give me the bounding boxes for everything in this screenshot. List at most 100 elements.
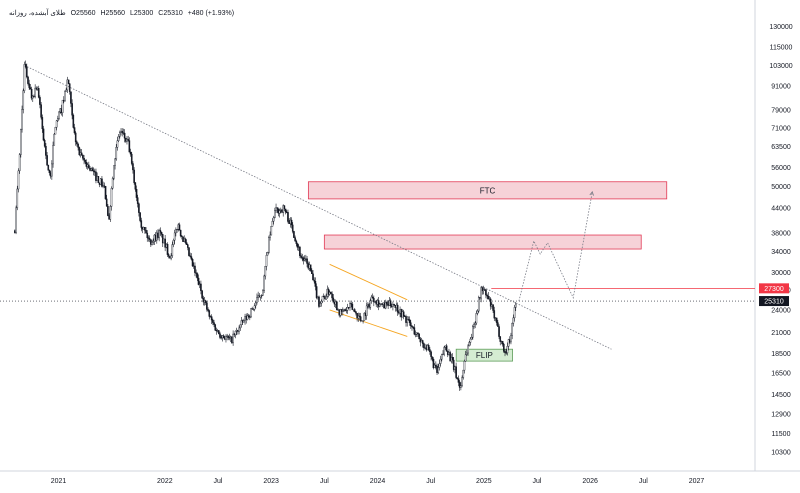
candle-body	[34, 87, 36, 97]
candle-body	[164, 238, 166, 248]
candle-body	[24, 64, 27, 68]
candle-body	[460, 385, 462, 388]
time-axis-tick-label: Jul	[533, 478, 542, 485]
candle-body	[176, 229, 178, 231]
candle-body	[325, 296, 327, 300]
candle-body	[187, 244, 189, 248]
candle-body	[464, 354, 467, 362]
candle-body	[65, 89, 67, 92]
candle-body	[171, 244, 174, 256]
candle-body	[138, 203, 140, 213]
candle-body	[158, 230, 160, 238]
candle-body	[435, 364, 437, 367]
price-axis-tick-label: 115000	[770, 44, 793, 51]
candle-body	[28, 83, 30, 88]
time-axis-tick-label: 2021	[51, 478, 67, 485]
candle-body	[213, 322, 215, 325]
candle-body	[23, 64, 26, 91]
candle-body	[219, 333, 221, 338]
price-axis-tick-label: 10300	[771, 450, 791, 457]
candle-body	[493, 310, 496, 319]
candle-body	[111, 178, 114, 189]
price-axis-tick-label: 79000	[771, 107, 791, 114]
candle-body	[373, 298, 375, 303]
price-axis[interactable]: 130000 115000 103000 91000 79000 71000 63500 56…	[769, 24, 792, 457]
candle-body	[83, 158, 85, 161]
candle-body	[412, 326, 414, 328]
candle-body	[71, 103, 73, 116]
candle-body	[370, 296, 373, 301]
candle-body	[123, 132, 126, 139]
channel-line-upper	[329, 263, 408, 301]
candle-body	[240, 320, 243, 325]
candle-body	[253, 305, 256, 310]
candle-body	[271, 221, 274, 227]
candle-body	[68, 83, 71, 92]
candle-body	[319, 303, 321, 307]
candle-body	[408, 319, 411, 323]
candle-body	[222, 335, 225, 339]
candle-body	[474, 322, 476, 325]
candle-body	[392, 303, 394, 308]
candle-body	[268, 237, 270, 253]
candle-body	[128, 140, 131, 153]
candle-body	[389, 300, 392, 307]
price-axis-tick-label: 38000	[771, 230, 791, 237]
candle-body	[353, 309, 356, 312]
candle-body	[85, 161, 88, 167]
candle-body	[504, 351, 506, 353]
candle-body	[91, 168, 94, 171]
candle-body	[45, 146, 47, 156]
candle-body	[80, 152, 83, 156]
candle-body	[31, 95, 34, 99]
candle-body	[467, 345, 469, 354]
price-tag-box	[759, 296, 789, 307]
candle-body	[200, 283, 202, 291]
candle-body	[349, 303, 351, 308]
candle-body	[299, 246, 301, 256]
candle-body	[197, 277, 200, 285]
candle-body	[503, 344, 505, 352]
trendline-top	[24, 64, 612, 350]
price-tag-label: 27300	[764, 286, 784, 293]
candle-body	[51, 163, 53, 177]
candle-body	[309, 264, 312, 271]
candle-body	[276, 207, 279, 210]
candle-body	[463, 361, 466, 371]
candle-body	[190, 256, 193, 260]
candle-body	[243, 320, 245, 323]
time-axis[interactable]: 2021 2022 Jul 2023 Jul 2024 Jul 2025 Jul 2026 Jul 2…	[51, 478, 705, 485]
candle-body	[84, 160, 87, 163]
candle-body	[396, 304, 399, 313]
ohlc-change: +480 (+1.93%)	[187, 10, 235, 17]
candle-body	[327, 288, 330, 295]
candle-body	[41, 117, 44, 130]
candle-body	[47, 165, 50, 171]
candle-body	[433, 364, 436, 369]
candle-body	[15, 207, 17, 233]
zone-label: FTC	[480, 186, 496, 195]
candle-body	[88, 164, 90, 169]
candle-body	[144, 226, 146, 231]
candle-body	[274, 210, 276, 218]
candle-body	[194, 265, 196, 273]
candle-body	[264, 266, 267, 277]
candle-body	[342, 310, 344, 312]
candle-body	[132, 163, 134, 171]
candle-body	[295, 240, 298, 244]
candle-body	[369, 300, 372, 308]
candle-body	[30, 88, 33, 99]
price-axis-tick-label: 130000	[769, 24, 792, 31]
candle-body	[473, 324, 475, 327]
candle-body	[331, 293, 333, 299]
candle-body	[418, 333, 420, 340]
candle-body	[345, 310, 348, 312]
candle-body	[438, 363, 441, 368]
candle-body	[145, 230, 147, 234]
candle-body	[39, 97, 41, 105]
candle-body	[22, 90, 25, 110]
candle-body	[269, 234, 271, 238]
time-axis-tick-label: 2026	[582, 478, 598, 485]
candle-body	[185, 242, 188, 245]
